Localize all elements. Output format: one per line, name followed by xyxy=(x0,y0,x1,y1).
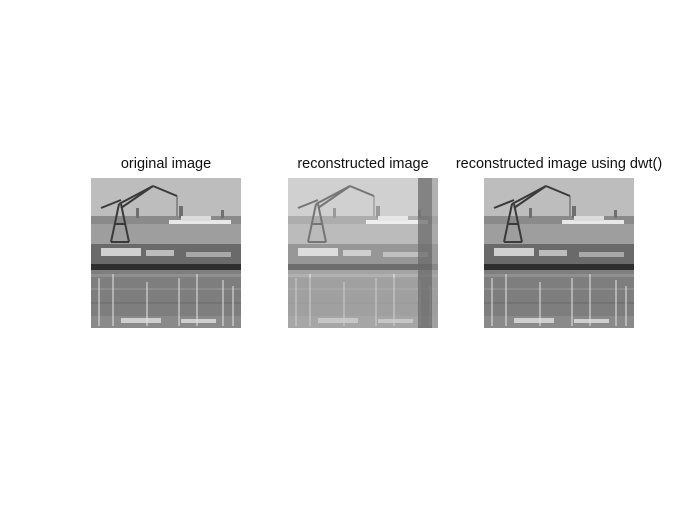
panel-title: original image xyxy=(120,156,212,172)
reconstructed-dwt-image xyxy=(484,178,634,328)
original-image xyxy=(91,178,241,328)
panel-title: reconstructed image using dwt() xyxy=(455,156,663,172)
reconstructed-image xyxy=(288,178,438,328)
panel-title: reconstructed image xyxy=(297,156,429,172)
